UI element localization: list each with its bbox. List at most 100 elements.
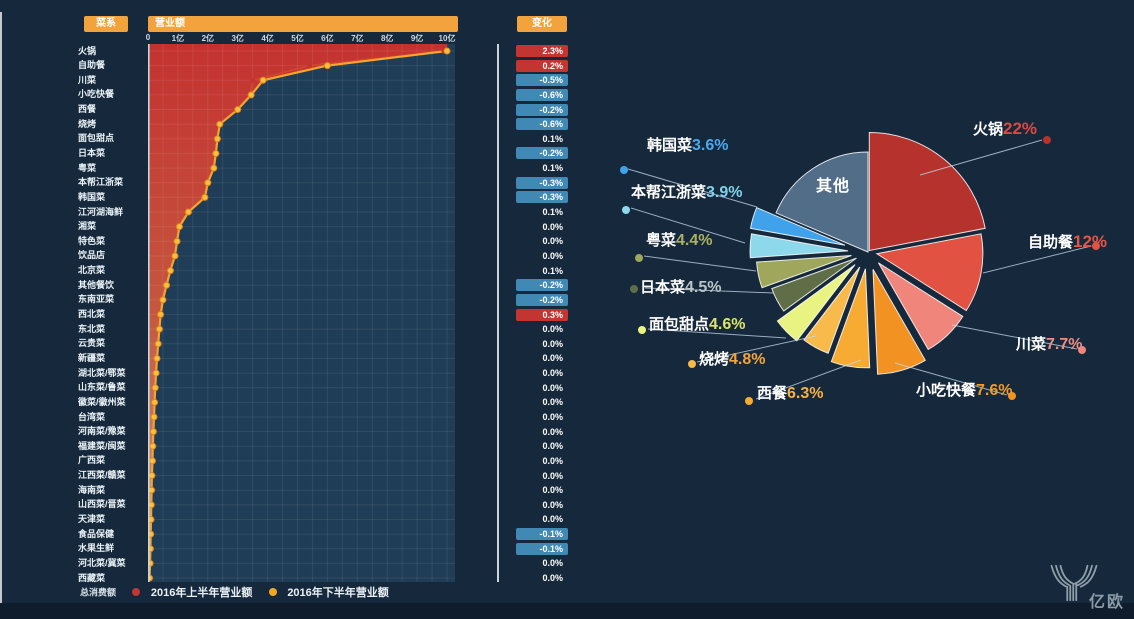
change-badge: 0.0% [542, 558, 563, 569]
pie-label-percent: 7.7% [1046, 336, 1083, 353]
second-half-data-point[interactable] [184, 208, 192, 216]
yiou-logo-icon [1050, 564, 1098, 602]
pie-label: 火锅22% [973, 118, 1037, 139]
second-half-data-point[interactable] [154, 340, 162, 348]
pie-label-name: 火锅 [973, 121, 1004, 138]
category-label: 西餐 [78, 104, 97, 115]
pie-label-dot-icon [1078, 346, 1086, 354]
pie-label-name: 西餐 [757, 385, 788, 402]
pie-label-dot-icon [638, 326, 646, 334]
category-label: 东北菜 [78, 323, 106, 334]
pie-label-percent: 6.3% [787, 385, 824, 402]
pie-slice-1[interactable] [875, 233, 984, 312]
pie-slice-11[interactable] [775, 151, 869, 253]
pie-label-percent: 22% [1003, 119, 1038, 138]
second-half-data-point[interactable] [259, 76, 267, 84]
pie-label-name: 自助餐 [1028, 234, 1074, 251]
second-half-data-point[interactable] [204, 179, 212, 187]
pie-label-name: 烧烤 [699, 351, 730, 368]
change-badge: 0.0% [542, 353, 563, 364]
first-half-data-point[interactable] [306, 63, 313, 69]
second-half-data-point[interactable] [152, 369, 160, 377]
pie-slice-2[interactable] [877, 262, 964, 351]
category-label: 河南菜/豫菜 [78, 426, 126, 437]
second-half-data-point[interactable] [173, 237, 181, 245]
second-half-data-point[interactable] [151, 384, 159, 392]
second-half-data-point[interactable] [149, 428, 157, 436]
pie-label-name: 小吃快餐 [916, 382, 977, 399]
pie-slice-7[interactable] [771, 257, 857, 312]
change-badge: -0.5% [516, 74, 568, 87]
first-half-data-point[interactable] [250, 77, 256, 83]
category-label: 西北菜 [78, 309, 106, 320]
revenue-axis-tick: 2亿 [201, 34, 215, 43]
category-label: 烧烤 [78, 118, 97, 129]
change-badge: 0.2% [516, 59, 568, 72]
legend-item-first-half[interactable]: 2016年上半年营业额 [132, 583, 252, 601]
pie-label-dot-icon [620, 166, 628, 174]
second-half-data-point[interactable] [155, 325, 163, 333]
legend-dot-first-half-icon [132, 587, 141, 596]
second-half-data-point[interactable] [212, 149, 220, 157]
second-half-data-point[interactable] [150, 413, 158, 421]
second-half-data-point[interactable] [175, 223, 183, 231]
change-badge: 0.0% [542, 499, 563, 510]
pie-label: 小吃快餐7.6% [916, 379, 1012, 400]
change-badge: 0.0% [542, 250, 563, 261]
change-badge: 0.1% [542, 207, 563, 218]
second-half-data-point[interactable] [148, 472, 156, 480]
change-badge: 0.0% [542, 426, 563, 437]
second-half-data-point[interactable] [213, 135, 221, 143]
change-badge: 0.0% [542, 441, 563, 452]
pie-slice-0[interactable] [868, 131, 986, 252]
second-half-data-point[interactable] [163, 281, 171, 289]
second-half-data-point[interactable] [234, 106, 242, 114]
pie-label: 烧烤4.8% [699, 348, 765, 369]
second-half-data-point[interactable] [201, 193, 209, 201]
change-badge: -0.3% [516, 176, 568, 189]
second-half-data-point[interactable] [153, 354, 161, 362]
change-badge: -0.2% [516, 103, 568, 116]
pie-label-name: 韩国菜 [647, 137, 693, 154]
pie-label: 面包甜点4.6% [649, 313, 745, 334]
category-label: 山东菜/鲁菜 [78, 382, 126, 393]
category-label: 小吃快餐 [78, 89, 115, 100]
pie-slice-9[interactable] [749, 233, 849, 259]
change-badge: 0.0% [542, 324, 563, 335]
second-half-data-point[interactable] [149, 442, 157, 450]
change-badge: 0.1% [542, 265, 563, 276]
category-label: 本帮江浙菜 [78, 177, 124, 188]
second-half-data-point[interactable] [210, 164, 218, 172]
pie-slice-4[interactable] [830, 268, 871, 369]
second-half-data-point[interactable] [151, 398, 159, 406]
pie-label: 韩国菜3.6% [647, 134, 728, 155]
second-half-data-point[interactable] [171, 252, 179, 260]
change-badge: -0.6% [516, 88, 568, 101]
second-half-data-point[interactable] [216, 120, 224, 128]
legend-label-first-half: 2016年上半年营业额 [150, 586, 253, 599]
change-badge: 0.0% [542, 455, 563, 466]
change-badge: 0.1% [542, 133, 563, 144]
second-half-data-point[interactable] [157, 311, 165, 319]
second-half-data-point[interactable] [166, 267, 174, 275]
change-badge: 0.0% [542, 236, 563, 247]
second-half-data-point[interactable] [323, 62, 331, 70]
change-badge: 0.0% [542, 397, 563, 408]
pie-slice-10[interactable] [749, 206, 846, 246]
legend-item-second-half[interactable]: 2016年下半年营业额 [268, 583, 389, 601]
legend-label-second-half: 2016年下半年营业额 [287, 586, 389, 599]
pie-slice-5[interactable] [803, 266, 861, 354]
change-badge: 0.3% [516, 308, 568, 321]
change-badge: -0.2% [516, 293, 568, 306]
pie-slice-3[interactable] [872, 269, 926, 375]
second-half-data-point[interactable] [247, 91, 255, 99]
second-half-data-point[interactable] [443, 47, 451, 55]
category-label: 食品保健 [78, 528, 115, 539]
pie-slice-6[interactable] [776, 264, 856, 342]
revenue-area [148, 44, 447, 582]
second-half-data-point[interactable] [148, 457, 156, 465]
pie-label-dot-icon [1043, 136, 1051, 144]
second-half-data-point[interactable] [159, 296, 167, 304]
cuisine-header-badge: 菜系 [84, 16, 128, 32]
pie-slice-8[interactable] [756, 255, 852, 289]
